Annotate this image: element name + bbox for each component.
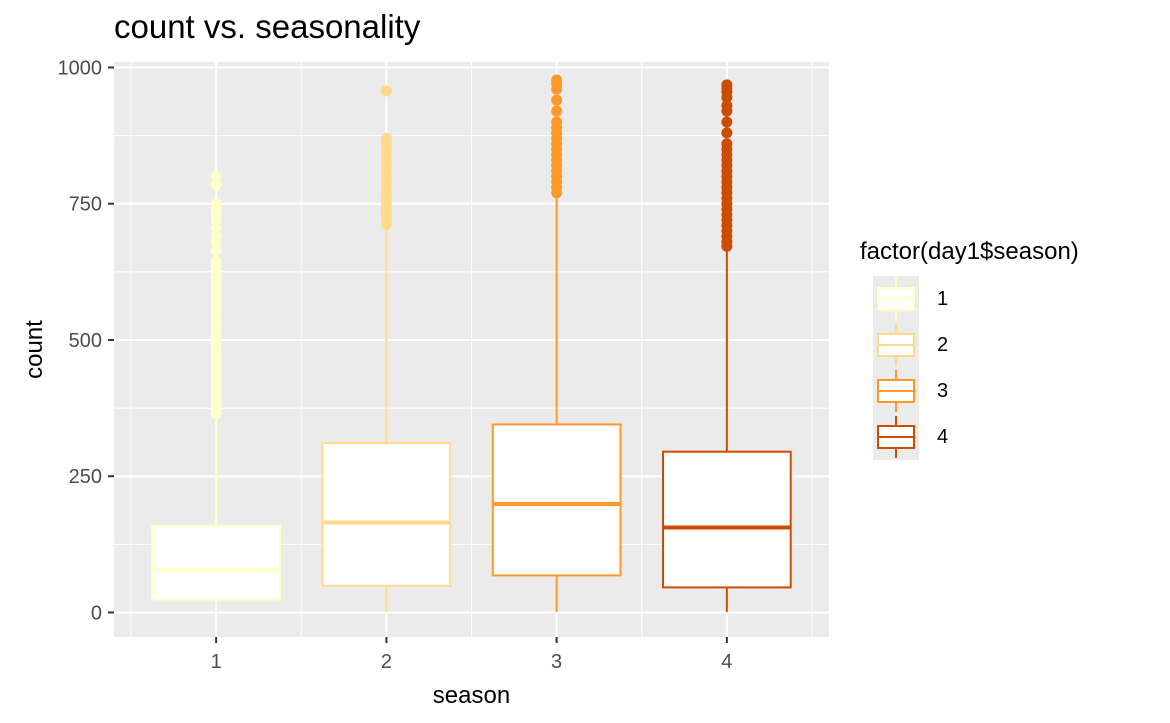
outlier-point	[210, 198, 222, 210]
legend-entries: 1 2 3 4	[860, 276, 1079, 460]
legend-label: 1	[937, 287, 949, 310]
box-marks	[151, 74, 792, 612]
outlier-point	[210, 170, 222, 182]
x-axis-title: season	[433, 682, 510, 709]
y-tick-label: 1000	[58, 57, 103, 79]
legend-item-4: 4	[860, 414, 1079, 460]
y-tick-label: 250	[69, 466, 102, 488]
box-season-1	[151, 170, 281, 612]
outlier-point	[551, 116, 563, 128]
y-tick-label: 500	[69, 330, 102, 352]
y-axis: 0 250 500 750 1000	[58, 57, 114, 624]
chart-title: count vs. seasonality	[114, 8, 421, 45]
x-axis: 1 2 3 4	[211, 637, 732, 673]
outlier-point	[721, 127, 733, 139]
x-tick-label: 2	[381, 651, 392, 673]
outlier-point	[721, 79, 733, 91]
legend-box-glyph-icon	[877, 370, 915, 412]
outlier-point	[551, 94, 563, 106]
legend-key	[873, 276, 919, 322]
outlier-point	[721, 100, 733, 112]
outlier-point	[551, 74, 563, 86]
box-body	[662, 450, 792, 589]
box-body	[491, 423, 622, 577]
outlier-point	[210, 230, 222, 242]
x-tick-label: 4	[721, 651, 732, 673]
outlier-point	[210, 179, 222, 191]
outlier-point	[721, 138, 733, 150]
box-season-3	[491, 74, 622, 612]
outlier-point	[551, 105, 563, 117]
box-body	[321, 441, 452, 587]
outlier-point	[380, 132, 392, 144]
outlier-point	[210, 244, 222, 256]
legend-item-1: 1	[860, 276, 1079, 322]
y-tick-label: 0	[91, 602, 102, 624]
legend-key	[873, 368, 919, 414]
legend-box-glyph-icon	[877, 416, 915, 458]
legend-key	[873, 414, 919, 460]
legend: factor(day1$season) 1 2 3 4	[860, 238, 1079, 460]
x-tick-label: 1	[211, 651, 222, 673]
legend-title: factor(day1$season)	[860, 238, 1079, 265]
outlier-point	[380, 85, 392, 97]
legend-item-2: 2	[860, 322, 1079, 368]
box-body	[151, 524, 281, 601]
legend-item-3: 3	[860, 368, 1079, 414]
box-season-4	[662, 79, 792, 612]
y-tick-label: 750	[69, 194, 102, 216]
legend-label: 3	[937, 379, 949, 402]
legend-box-glyph-icon	[877, 324, 915, 366]
outlier-point	[210, 222, 222, 234]
legend-box-glyph-icon	[877, 278, 915, 320]
outlier-point	[721, 116, 733, 128]
outlier-point	[210, 255, 222, 267]
box-season-2	[321, 85, 452, 612]
y-axis-title: count	[21, 320, 48, 379]
legend-label: 2	[937, 333, 949, 356]
legend-key	[873, 322, 919, 368]
x-tick-label: 3	[551, 651, 562, 673]
legend-label: 4	[937, 425, 949, 448]
